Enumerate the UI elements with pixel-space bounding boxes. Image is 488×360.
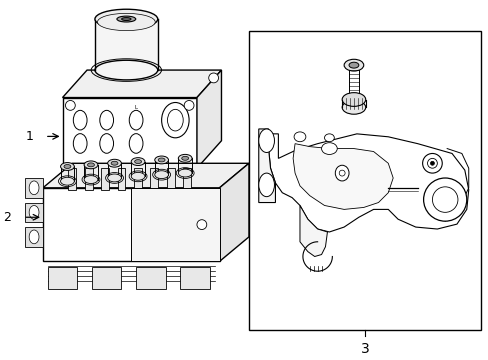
Ellipse shape bbox=[73, 134, 87, 153]
Circle shape bbox=[429, 161, 433, 165]
Text: L: L bbox=[135, 105, 138, 110]
Ellipse shape bbox=[84, 176, 98, 184]
Ellipse shape bbox=[29, 181, 39, 195]
Bar bbox=[68, 168, 76, 190]
Ellipse shape bbox=[95, 60, 158, 80]
Polygon shape bbox=[62, 70, 221, 98]
Ellipse shape bbox=[293, 132, 305, 142]
Bar bbox=[25, 203, 43, 222]
Ellipse shape bbox=[129, 111, 142, 130]
Ellipse shape bbox=[167, 109, 183, 131]
Bar bbox=[183, 168, 191, 190]
Ellipse shape bbox=[178, 169, 192, 177]
Polygon shape bbox=[299, 206, 327, 257]
Ellipse shape bbox=[95, 9, 158, 29]
Ellipse shape bbox=[342, 100, 365, 114]
Polygon shape bbox=[219, 163, 248, 261]
Bar bbox=[84, 168, 92, 190]
Polygon shape bbox=[292, 144, 392, 210]
Ellipse shape bbox=[154, 171, 168, 179]
Ellipse shape bbox=[344, 59, 363, 71]
Ellipse shape bbox=[131, 172, 144, 180]
Ellipse shape bbox=[84, 161, 98, 169]
Text: 3: 3 bbox=[360, 342, 369, 356]
Bar bbox=[248, 31, 481, 330]
Ellipse shape bbox=[64, 165, 71, 168]
Circle shape bbox=[423, 178, 466, 221]
Circle shape bbox=[422, 153, 441, 173]
Ellipse shape bbox=[61, 163, 74, 170]
Ellipse shape bbox=[73, 111, 87, 130]
Ellipse shape bbox=[324, 134, 334, 142]
Circle shape bbox=[197, 220, 206, 230]
Ellipse shape bbox=[348, 62, 358, 68]
Bar bbox=[48, 267, 77, 289]
Ellipse shape bbox=[100, 111, 113, 130]
Ellipse shape bbox=[111, 161, 118, 165]
Bar bbox=[134, 168, 142, 190]
Polygon shape bbox=[43, 163, 248, 188]
Bar bbox=[95, 19, 158, 70]
Ellipse shape bbox=[162, 103, 189, 138]
Ellipse shape bbox=[29, 206, 39, 219]
Bar bbox=[166, 168, 174, 190]
Ellipse shape bbox=[107, 174, 121, 182]
Ellipse shape bbox=[154, 156, 168, 164]
Ellipse shape bbox=[107, 159, 121, 167]
Circle shape bbox=[65, 100, 75, 110]
Text: 1: 1 bbox=[25, 130, 33, 143]
Ellipse shape bbox=[258, 129, 274, 153]
Ellipse shape bbox=[178, 154, 192, 162]
Bar bbox=[118, 168, 125, 190]
Circle shape bbox=[427, 158, 436, 168]
Polygon shape bbox=[197, 70, 221, 168]
Text: 2: 2 bbox=[3, 211, 12, 224]
Ellipse shape bbox=[158, 158, 165, 162]
Bar bbox=[101, 168, 109, 190]
Circle shape bbox=[208, 73, 218, 83]
Circle shape bbox=[431, 187, 457, 212]
Ellipse shape bbox=[29, 230, 39, 244]
Ellipse shape bbox=[97, 13, 155, 31]
Polygon shape bbox=[268, 134, 468, 232]
Bar bbox=[25, 178, 43, 198]
Ellipse shape bbox=[131, 158, 144, 166]
Ellipse shape bbox=[61, 177, 74, 185]
Circle shape bbox=[339, 170, 345, 176]
Bar bbox=[150, 168, 158, 190]
Bar bbox=[131, 188, 219, 261]
Ellipse shape bbox=[129, 134, 142, 153]
Bar bbox=[180, 267, 209, 289]
Polygon shape bbox=[62, 98, 197, 168]
Ellipse shape bbox=[117, 16, 136, 22]
Ellipse shape bbox=[100, 134, 113, 153]
Circle shape bbox=[184, 100, 194, 110]
Polygon shape bbox=[258, 129, 275, 203]
Ellipse shape bbox=[342, 93, 365, 106]
Ellipse shape bbox=[335, 165, 348, 181]
Ellipse shape bbox=[134, 159, 141, 163]
Ellipse shape bbox=[321, 143, 337, 154]
Ellipse shape bbox=[122, 18, 131, 21]
Ellipse shape bbox=[258, 173, 274, 197]
Ellipse shape bbox=[182, 156, 188, 160]
Ellipse shape bbox=[87, 163, 94, 167]
Bar bbox=[25, 227, 43, 247]
Bar bbox=[136, 267, 165, 289]
Polygon shape bbox=[43, 188, 219, 261]
Bar bbox=[92, 267, 121, 289]
